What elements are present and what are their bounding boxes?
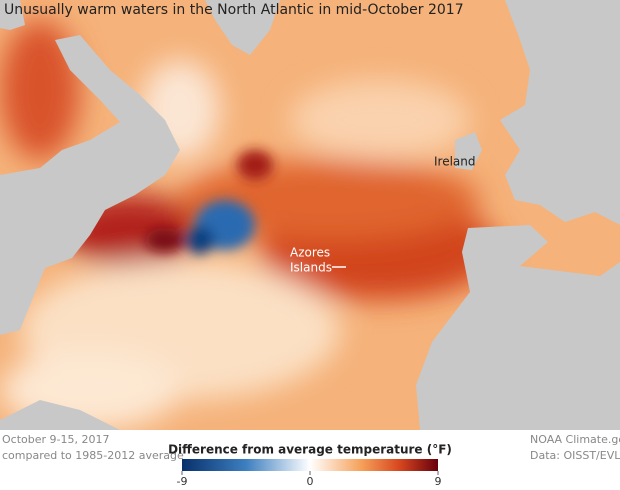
- label-ireland: Ireland: [434, 155, 476, 169]
- footer-baseline: compared to 1985-2012 average: [2, 449, 184, 462]
- land-caribbean: [0, 400, 120, 430]
- label-azores: Islands: [290, 261, 332, 275]
- land-europe: [500, 0, 620, 225]
- map-area: Ireland Azores Islands Unusually warm wa…: [0, 0, 620, 430]
- legend-tick-label: -9: [177, 475, 188, 488]
- label-azores: Azores: [290, 246, 330, 260]
- legend-title: Difference from average temperature (°F): [168, 443, 452, 457]
- legend-tick-label: 0: [307, 475, 314, 488]
- colorbar: [182, 459, 438, 471]
- land-greenland: [205, 0, 280, 55]
- footer-source: Data: OISST/EVL: [530, 449, 620, 462]
- cold-anomaly: [145, 150, 273, 254]
- land-iberia-africa: [416, 225, 620, 430]
- land-north-america: [0, 0, 180, 335]
- land-ireland: [455, 132, 482, 170]
- footer-dates: October 9-15, 2017: [2, 433, 109, 446]
- legend-tick-label: 9: [435, 475, 442, 488]
- title: Unusually warm waters in the North Atlan…: [4, 2, 464, 18]
- footer-credit: NOAA Climate.go: [530, 433, 620, 446]
